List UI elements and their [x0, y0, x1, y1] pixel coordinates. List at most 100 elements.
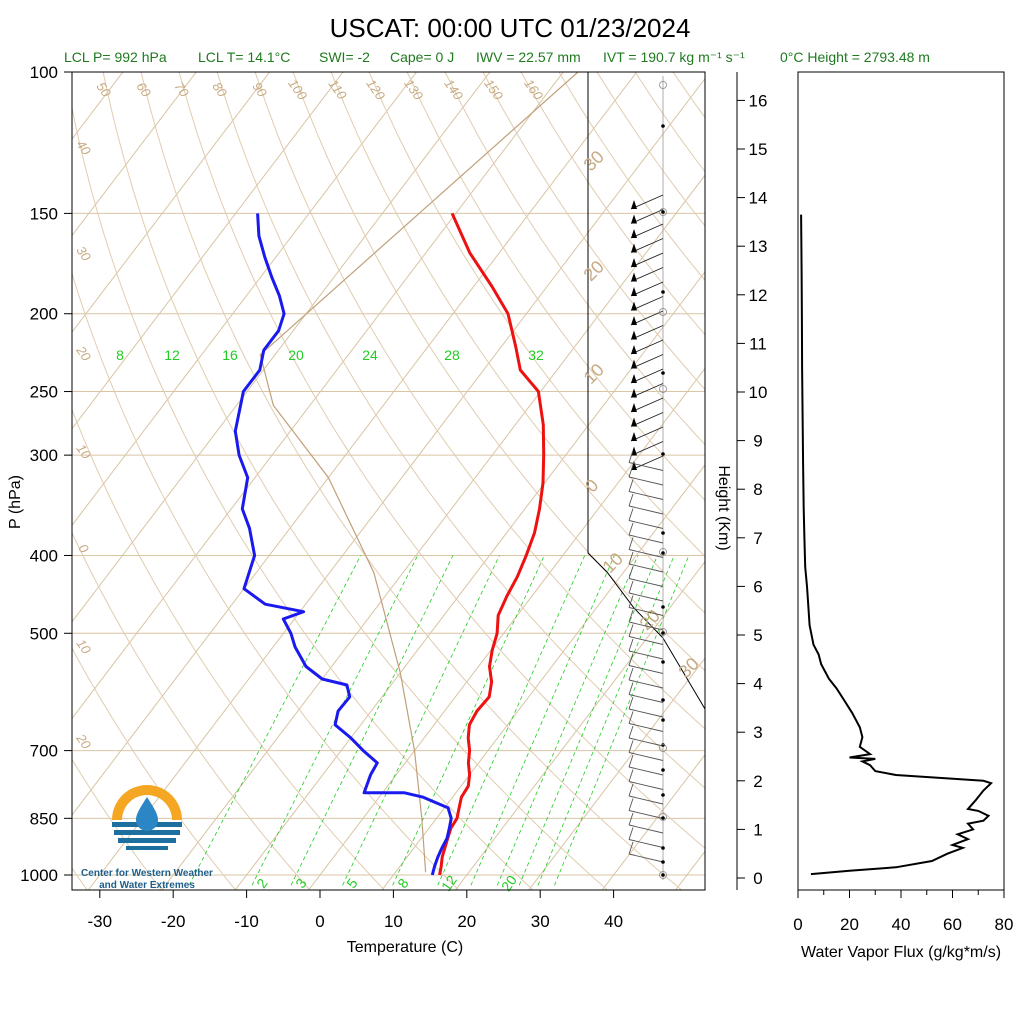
- wind-barb: [628, 752, 664, 761]
- y-tick-label: 150: [30, 204, 58, 223]
- chart-title: USCAT: 00:00 UTC 01/23/2024: [330, 13, 691, 43]
- x-tick-label: 40: [604, 912, 623, 931]
- wind-barb: [628, 491, 664, 500]
- y-tick-label: 500: [30, 624, 58, 643]
- flux-profile: [800, 214, 994, 876]
- mixing-ratio-label: 24: [362, 347, 378, 363]
- height-marker-dot: [661, 743, 665, 747]
- height-marker-dot: [661, 860, 665, 864]
- wind-barb-flag: [631, 287, 637, 296]
- y-tick-label: 250: [30, 383, 58, 402]
- dry-adiabat-line: [254, 72, 705, 730]
- y-tick-label: 850: [30, 809, 58, 828]
- wind-barb: [628, 505, 664, 515]
- mixing-ratio-bottom-label: 2: [253, 875, 271, 891]
- wind-barb-flag: [631, 403, 637, 412]
- dry-adiabat-line: [102, 72, 609, 890]
- wind-barb-flag: [631, 432, 637, 441]
- height-marker-dot: [661, 718, 665, 722]
- height-tick-label: 6: [753, 577, 762, 596]
- wind-barb: [630, 267, 664, 282]
- wind-barb-feather: [628, 537, 634, 550]
- wind-barb: [630, 441, 664, 456]
- wind-barb: [628, 621, 664, 631]
- wind-barb-flag: [631, 330, 637, 340]
- wind-barb-feather: [628, 595, 634, 608]
- wind-barb-feather: [628, 609, 634, 623]
- wind-barb-feather: [628, 812, 634, 826]
- dry-adiabat-line: [444, 72, 705, 446]
- wind-barb-flag: [631, 388, 637, 398]
- mixing-ratio-line: [470, 555, 615, 886]
- iwv-value: IWV = 22.57 mm: [476, 49, 581, 65]
- isotherm-line: [307, 367, 705, 890]
- dry-adiabat-line: [72, 105, 534, 890]
- wind-barb-feather: [628, 450, 634, 463]
- wind-barb-feather: [628, 798, 634, 811]
- height-tick-label: 13: [749, 237, 768, 256]
- cw3e-logo: Center for Western Weather and Water Ext…: [81, 785, 213, 891]
- mixing-ratio-line: [290, 555, 454, 886]
- isotherm-line: [0, 35, 77, 908]
- isotherm-label: 20: [73, 342, 95, 364]
- hodograph-ring-label: 0: [581, 475, 602, 496]
- height-tick-label: 14: [749, 189, 768, 208]
- x-axis-label: Temperature (C): [347, 939, 463, 956]
- wind-barb-feather: [628, 493, 634, 507]
- y-tick-label: 400: [30, 546, 58, 565]
- wind-barb-flag: [631, 345, 637, 354]
- dry-adiabat-line: [178, 72, 705, 849]
- height-tick-label: 0: [753, 869, 762, 888]
- wind-barb-feather: [628, 696, 634, 710]
- wind-barb-flag: [631, 200, 637, 209]
- wind-barb: [630, 209, 664, 224]
- flux-x-tick-label: 0: [793, 915, 802, 934]
- isotherm-line: [72, 72, 124, 140]
- wind-barb: [628, 592, 664, 602]
- wind-barb-feather: [628, 638, 634, 652]
- wind-barb-feather: [628, 740, 634, 753]
- sounding-profiles: [233, 212, 546, 876]
- isotherm-line: [72, 72, 271, 333]
- wind-barb: [628, 607, 664, 616]
- y-tick-label: 700: [30, 742, 58, 761]
- wind-barb: [628, 665, 664, 674]
- dry-adiabat-label: 90: [249, 79, 270, 100]
- dry-adiabat-label: 120: [363, 76, 388, 103]
- height-marker-dot: [661, 793, 665, 797]
- height-tick-label: 2: [753, 772, 762, 791]
- wind-barb-flag: [631, 258, 637, 267]
- isotherm-label: 20: [73, 730, 95, 752]
- wind-barb-flag: [631, 316, 637, 325]
- isotherm-line: [381, 464, 705, 890]
- wind-barb: [628, 810, 664, 819]
- mixing-ratio-line: [392, 555, 545, 886]
- height-marker-dot: [661, 768, 665, 772]
- wind-barb: [628, 723, 664, 732]
- dry-adiabat-label: 110: [326, 77, 351, 103]
- logo-text-line2: and Water Extremes: [99, 880, 195, 891]
- dry-adiabat-line: [216, 72, 705, 789]
- height-marker-dot: [661, 873, 665, 877]
- mixing-ratio-label: 28: [444, 347, 460, 363]
- height-tick-label: 5: [753, 626, 762, 645]
- wind-barb: [628, 679, 664, 689]
- y-tick-label: 1000: [20, 866, 58, 885]
- wind-barb: [628, 578, 664, 587]
- mixing-ratio-label: 32: [528, 347, 544, 363]
- pressure-marker-ring: [659, 81, 667, 89]
- height-marker-dot: [661, 551, 665, 555]
- wind-barb-feather: [628, 783, 634, 797]
- y-tick-label: 100: [30, 63, 58, 82]
- height-marker-dot: [661, 846, 665, 850]
- wind-barb: [630, 368, 664, 384]
- flux-x-tick-label: 20: [840, 915, 859, 934]
- wind-barb-flag: [631, 229, 637, 238]
- mixing-ratio-line: [518, 555, 658, 886]
- pressure-marker-ring: [659, 628, 667, 636]
- height-tick-label: 10: [749, 383, 768, 402]
- isotherm-line: [161, 174, 705, 890]
- height-tick-label: 9: [753, 432, 762, 451]
- wind-barb-feather: [628, 566, 634, 579]
